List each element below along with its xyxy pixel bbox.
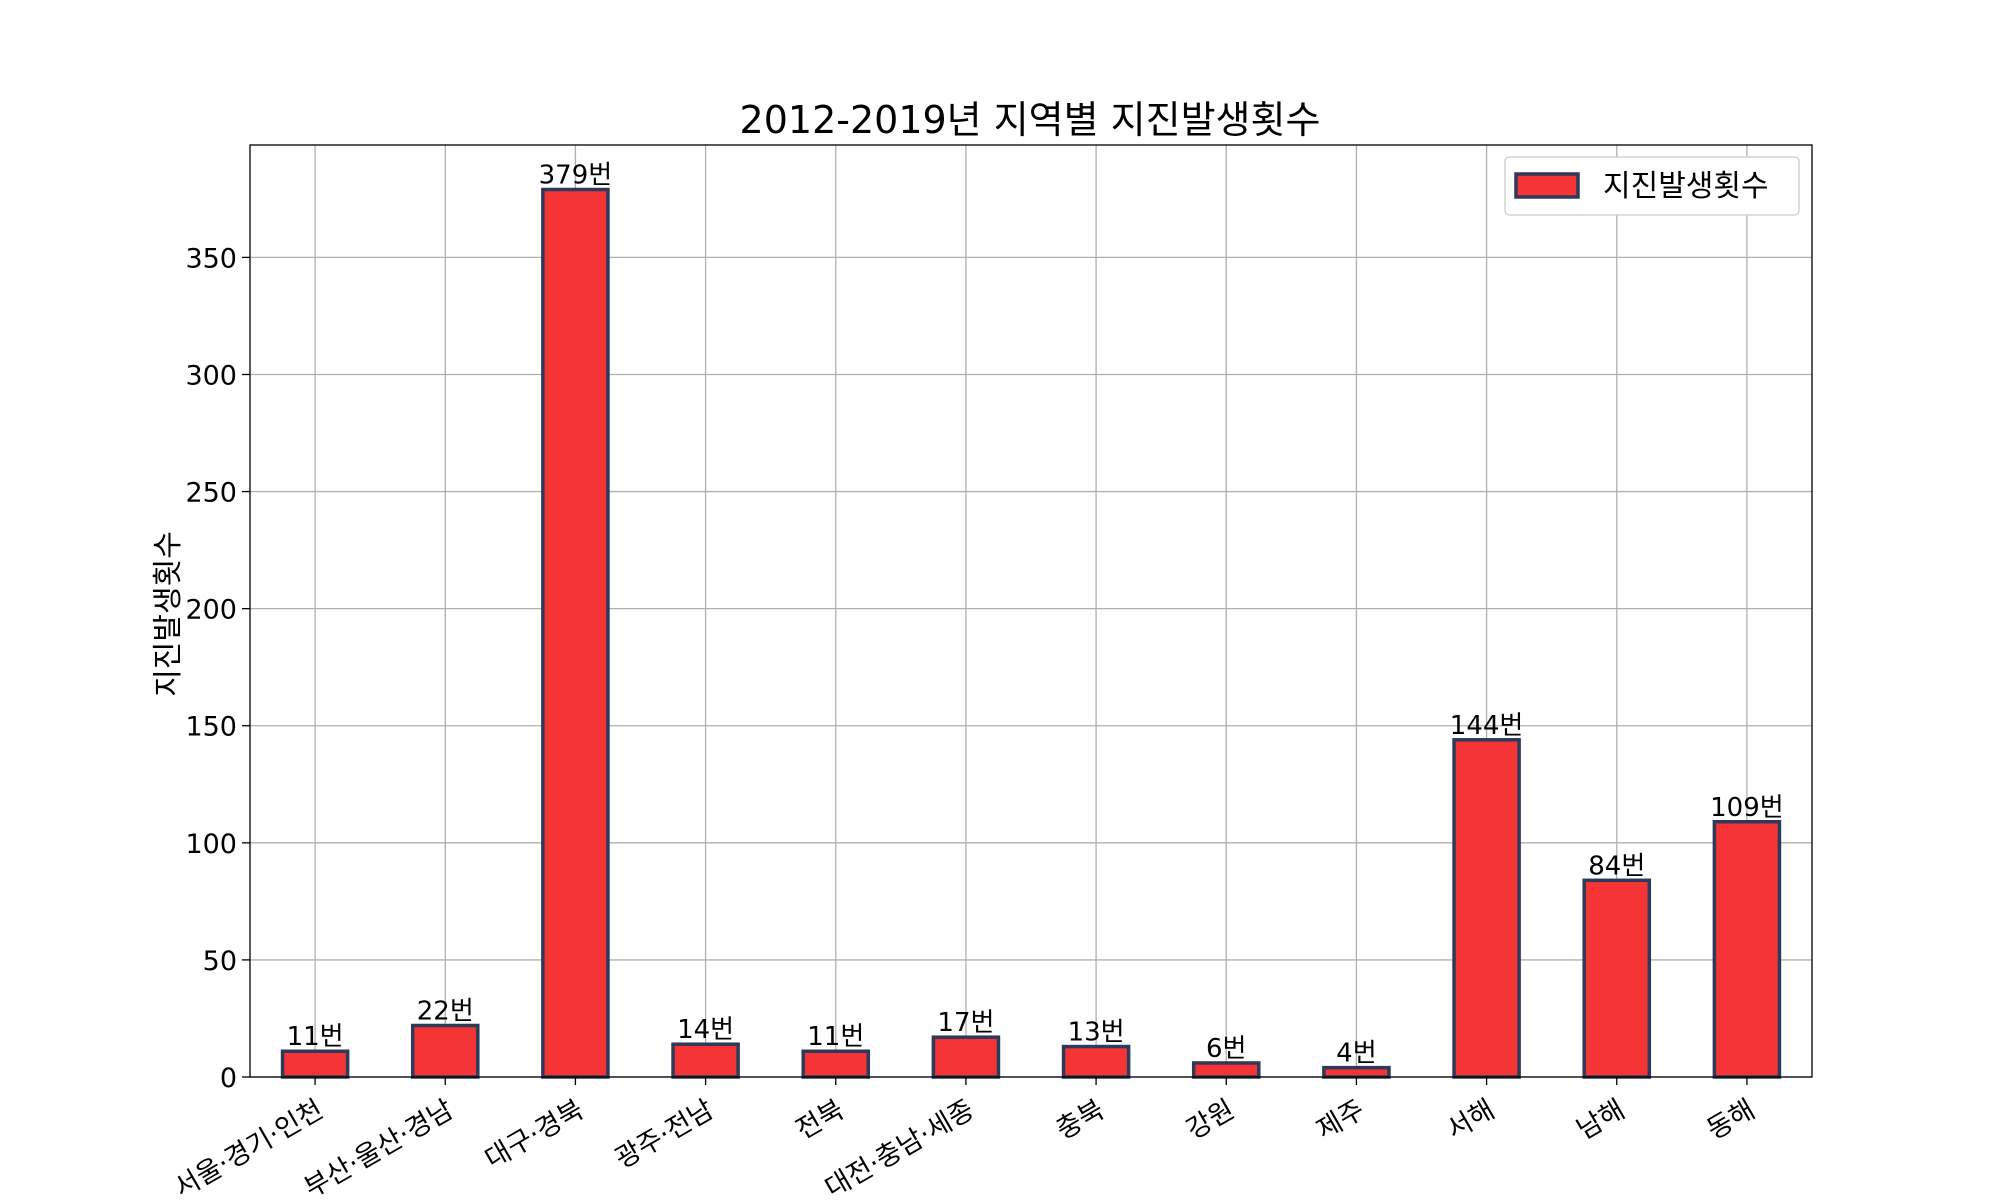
bar [1452,738,1521,1079]
bar-value-label: 11번 [287,1022,344,1052]
y-tick-label: 50 [203,946,237,977]
legend-label: 지진발생횟수 [1603,169,1769,204]
bar-value-label: 4번 [1336,1039,1376,1069]
legend: 지진발생횟수 [1504,156,1800,216]
bar-value-label: 14번 [677,1015,734,1045]
bar [1191,1061,1261,1079]
bar-value-label: 379번 [539,160,613,190]
bar-value-label: 13번 [1068,1018,1125,1048]
x-tick-label: 동해 [1702,1094,1761,1146]
x-tick-label: 전북 [791,1094,850,1146]
bar [931,1035,1001,1079]
x-tick-label: 부산·울산·경남 [299,1094,458,1200]
bar [541,187,610,1079]
x-tick-label: 충북 [1051,1094,1110,1146]
bar-value-label: 11번 [807,1022,864,1052]
bars [280,187,1782,1079]
bar-value-label: 144번 [1450,711,1524,741]
chart-title: 2012-2019년 지역별 지진발생횟수 [740,98,1321,142]
x-tick-label: 서해 [1442,1094,1501,1146]
legend-frame [1504,156,1800,216]
legend-swatch [1514,172,1580,199]
y-axis-label: 지진발생횟수 [151,531,186,697]
data-labels: 11번 22번 379번 14번 11번 17번 13번 6번 4번 144번 84번 109번 [287,160,1784,1068]
plot-frame [249,144,1813,1078]
bar [671,1042,740,1079]
y-tick-label: 300 [185,360,237,391]
x-tick-label: 대전·충남·세종 [820,1094,979,1200]
x-tick-label: 제주 [1311,1094,1370,1146]
bar [1582,878,1652,1079]
x-tick-label: 남해 [1572,1094,1631,1146]
bar [801,1049,871,1079]
bar-value-label: 6번 [1206,1034,1246,1064]
y-tick-label: 250 [185,478,237,509]
x-tick-label: 대구·경북 [480,1094,589,1175]
x-tick-label: 광주·전남 [610,1094,719,1175]
bar [1712,820,1782,1079]
bar [1061,1044,1131,1079]
grid-lines [250,145,1812,1078]
bar-value-label: 84번 [1588,851,1645,881]
y-tick-labels: 0 50 100 150 200 250 300 350 [185,243,250,1094]
y-tick-label: 200 [185,595,237,626]
bar [410,1023,480,1079]
y-tick-label: 150 [185,712,237,743]
y-tick-label: 100 [185,829,237,860]
bar [280,1049,350,1079]
bar-value-label: 17번 [937,1008,994,1038]
y-tick-label: 350 [185,243,237,274]
bar-value-label: 109번 [1710,793,1784,823]
bar-value-label: 22번 [417,996,474,1026]
bar [1322,1065,1391,1079]
x-tick-label: 강원 [1181,1094,1240,1146]
y-tick-label: 0 [220,1063,237,1094]
